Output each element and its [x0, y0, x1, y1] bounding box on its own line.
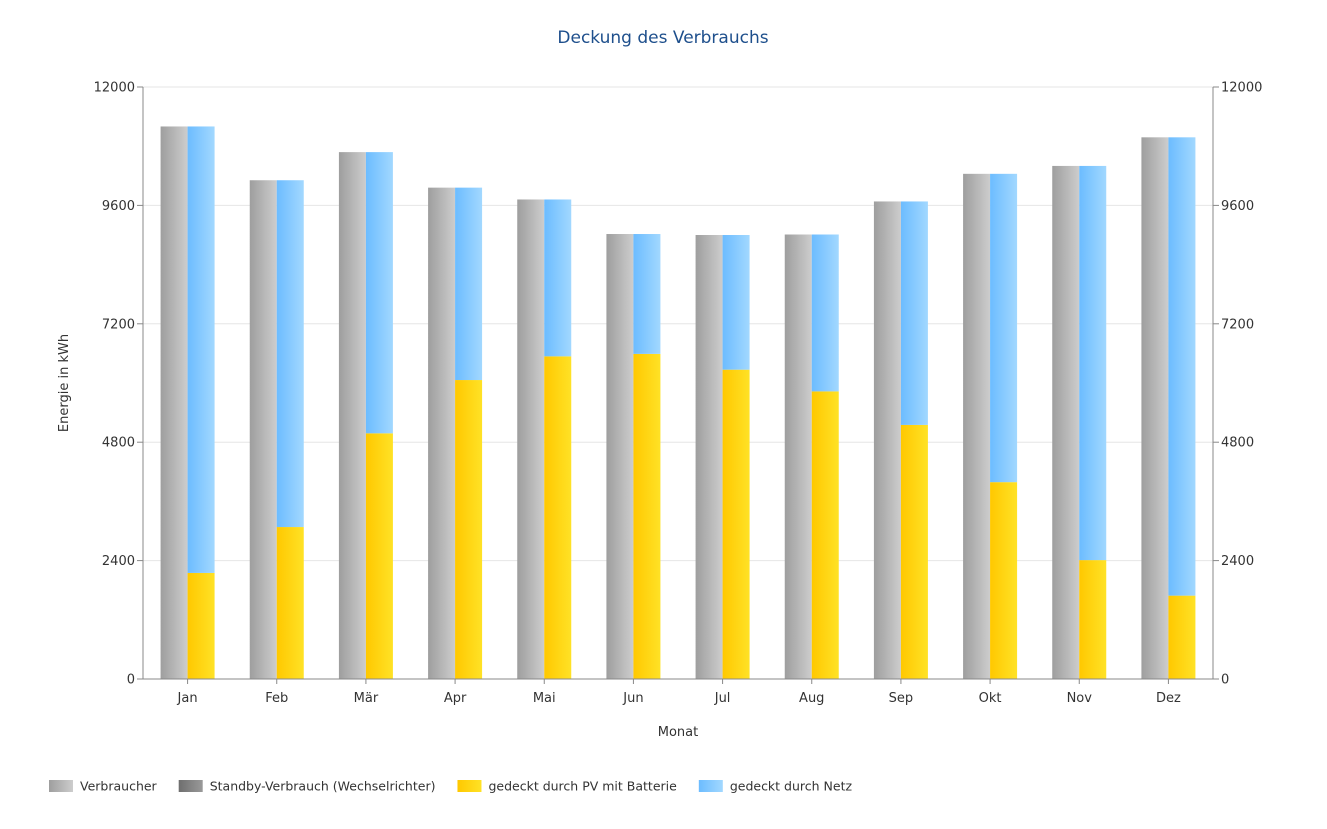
- bar-gedeckt-durch-netz-okt: [990, 173, 1018, 483]
- x-tick-label: Feb: [265, 691, 288, 706]
- y-tick-label-right: 2400: [1221, 554, 1254, 569]
- bar-gedeckt-durch-pv-mit-batterie-jul: [722, 369, 750, 679]
- bar-verbraucher-apr: [428, 187, 456, 679]
- legend-swatch-gedeckt-durch-netz: [698, 780, 723, 792]
- bars: [160, 126, 1196, 680]
- axes: 0 0 2400 2400 4800 4800 7200 7200 9600 9600 12000 1…: [94, 81, 1263, 707]
- x-tick-label: Jul: [714, 691, 731, 706]
- x-axis-label: Monat: [658, 725, 698, 740]
- x-tick-label: Sep: [889, 691, 914, 706]
- y-tick-label-left: 0: [127, 673, 135, 688]
- y-tick-label-right: 4800: [1221, 436, 1254, 451]
- y-tick-label-left: 2400: [102, 554, 135, 569]
- y-tick-label-right: 7200: [1221, 317, 1254, 332]
- x-tick-label: Apr: [444, 691, 467, 706]
- bar-gedeckt-durch-pv-mit-batterie-jun: [633, 353, 661, 679]
- bar-gedeckt-durch-pv-mit-batterie-jan: [187, 572, 215, 679]
- y-axis-label: Energie in kWh: [57, 334, 72, 432]
- legend-label-gedeckt-durch-pv-mit-batterie: gedeckt durch PV mit Batterie: [488, 779, 677, 794]
- bar-gedeckt-durch-pv-mit-batterie-nov: [1079, 560, 1107, 679]
- bar-gedeckt-durch-netz-dez: [1168, 137, 1196, 596]
- bar-gedeckt-durch-pv-mit-batterie-apr: [455, 380, 483, 679]
- legend-swatch-verbraucher: [49, 780, 73, 792]
- bar-gedeckt-durch-pv-mit-batterie-feb: [276, 527, 304, 679]
- bar-verbraucher-jun: [606, 234, 634, 679]
- x-tick-label: Jun: [622, 691, 643, 706]
- bar-gedeckt-durch-netz-feb: [276, 180, 304, 528]
- y-tick-label-right: 9600: [1221, 199, 1254, 214]
- bar-verbraucher-nov: [1052, 165, 1080, 679]
- y-tick-label-left: 7200: [102, 317, 135, 332]
- bar-gedeckt-durch-netz-apr: [455, 187, 483, 381]
- bar-gedeckt-durch-netz-jun: [633, 234, 661, 354]
- bar-gedeckt-durch-netz-nov: [1079, 165, 1107, 561]
- y-tick-label-left: 12000: [94, 81, 135, 96]
- y-tick-label-left: 4800: [102, 436, 135, 451]
- bar-gedeckt-durch-netz-aug: [811, 234, 839, 392]
- bar-gedeckt-durch-netz-mär: [365, 152, 393, 434]
- bar-verbraucher-mär: [338, 152, 366, 679]
- bar-gedeckt-durch-netz-sep: [900, 201, 928, 425]
- bar-gedeckt-durch-netz-jul: [722, 235, 750, 370]
- x-tick-label: Jan: [177, 691, 198, 706]
- bar-gedeckt-durch-pv-mit-batterie-mai: [544, 356, 572, 679]
- legend: Verbraucher Standby-Verbrauch (Wechselric…: [49, 779, 852, 794]
- legend-swatch-gedeckt-durch-pv-mit-batterie: [457, 780, 482, 792]
- bar-gedeckt-durch-pv-mit-batterie-mär: [365, 433, 393, 679]
- legend-swatch-standby-verbrauch-wechselrichter: [178, 780, 203, 792]
- chart-title: Deckung des Verbrauchs: [557, 28, 768, 48]
- x-tick-label: Aug: [799, 691, 824, 706]
- x-tick-label: Okt: [979, 691, 1002, 706]
- legend-label-verbraucher: Verbraucher: [80, 779, 158, 794]
- bar-verbraucher-sep: [873, 201, 901, 679]
- bar-verbraucher-jul: [695, 235, 723, 679]
- bar-verbraucher-okt: [963, 173, 991, 679]
- bar-gedeckt-durch-pv-mit-batterie-dez: [1168, 595, 1196, 679]
- bar-verbraucher-jan: [160, 126, 188, 679]
- bar-verbraucher-aug: [784, 234, 812, 680]
- y-tick-label-right: 0: [1221, 673, 1229, 688]
- bar-gedeckt-durch-netz-jan: [187, 126, 215, 573]
- legend-label-gedeckt-durch-netz: gedeckt durch Netz: [730, 779, 853, 794]
- bar-gedeckt-durch-pv-mit-batterie-aug: [811, 391, 839, 679]
- bar-verbraucher-feb: [249, 180, 277, 680]
- bar-verbraucher-mai: [517, 199, 545, 680]
- x-tick-label: Dez: [1156, 691, 1181, 706]
- x-tick-label: Mär: [354, 691, 379, 706]
- x-tick-label: Nov: [1067, 691, 1093, 706]
- y-tick-label-left: 9600: [102, 199, 135, 214]
- grid-lines: [143, 86, 1213, 562]
- bar-gedeckt-durch-pv-mit-batterie-okt: [990, 482, 1018, 679]
- bar-gedeckt-durch-pv-mit-batterie-sep: [900, 424, 928, 679]
- x-tick-label: Mai: [533, 691, 556, 706]
- y-tick-label-right: 12000: [1221, 81, 1262, 96]
- bar-verbraucher-dez: [1141, 137, 1169, 679]
- legend-label-standby-verbrauch-wechselrichter: Standby-Verbrauch (Wechselrichter): [210, 779, 436, 794]
- bar-gedeckt-durch-netz-mai: [544, 199, 572, 357]
